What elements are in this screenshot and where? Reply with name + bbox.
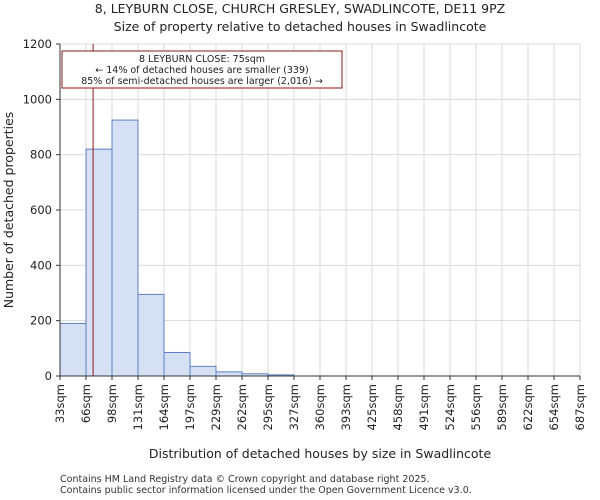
x-axis-label: Distribution of detached houses by size … [149,446,492,461]
bar [189,365,217,377]
x-tick-label: 66sqm [79,384,93,423]
y-tick-labels: 0 200 400 600 800 1000 1200 [23,37,60,383]
annotation-box [61,50,343,89]
x-tick-label: 654sqm [547,384,561,430]
bars [59,119,295,377]
x-tick-label: 327sqm [287,384,301,430]
x-tick-label: 556sqm [469,384,483,430]
footer-licence: Contains public sector information licen… [60,485,472,496]
y-axis-label: Number of detached properties [1,112,16,309]
x-tick-label: 524sqm [443,384,457,430]
bar [85,148,113,377]
gridlines [59,43,581,377]
bar [163,351,191,377]
bar [215,371,243,377]
x-tick-label: 164sqm [157,384,171,430]
chart-title-line1: 8, LEYBURN CLOSE, CHURCH GRESLEY, SWADLI… [95,1,505,16]
x-tick-label: 229sqm [209,384,223,430]
x-tick-label: 393sqm [339,384,353,430]
x-tick-label: 458sqm [391,384,405,430]
x-tick-label: 589sqm [495,384,509,430]
chart-title-line2: Size of property relative to detached ho… [114,19,487,34]
x-tick-labels: 33sqm 66sqm 98sqm 131sqm 164sqm 197sqm 229sqm 2… [53,376,587,430]
x-tick-label: 262sqm [235,384,249,430]
histogram-chart: 8, LEYBURN CLOSE, CHURCH GRESLEY, SWADLI… [1,1,587,461]
y-tick-label: 0 [45,369,52,383]
y-tick-label: 400 [30,258,52,272]
x-tick-label: 295sqm [261,384,275,430]
x-tick-label: 425sqm [365,384,379,430]
x-tick-label: 98sqm [105,384,119,423]
y-tick-label: 600 [30,203,52,217]
x-tick-label: 131sqm [131,384,145,430]
bar [59,322,87,377]
x-tick-label: 622sqm [521,384,535,430]
y-tick-label: 1000 [23,92,52,106]
x-tick-label: 197sqm [183,384,197,430]
x-tick-label: 491sqm [417,384,431,430]
annotation-line2: ← 14% of detached houses are smaller (33… [95,65,308,76]
y-tick-label: 1200 [23,37,52,51]
y-tick-label: 800 [30,148,52,162]
x-tick-label: 33sqm [53,384,67,423]
bar [111,119,139,377]
footer-copyright: Contains HM Land Registry data © Crown c… [60,474,430,485]
annotation-line3: 85% of semi-detached houses are larger (… [81,76,323,87]
x-tick-label: 687sqm [573,384,587,430]
bar [137,293,165,377]
annotation-line1: 8 LEYBURN CLOSE: 75sqm [139,54,265,65]
x-tick-label: 360sqm [313,384,327,430]
y-tick-label: 200 [30,314,52,328]
